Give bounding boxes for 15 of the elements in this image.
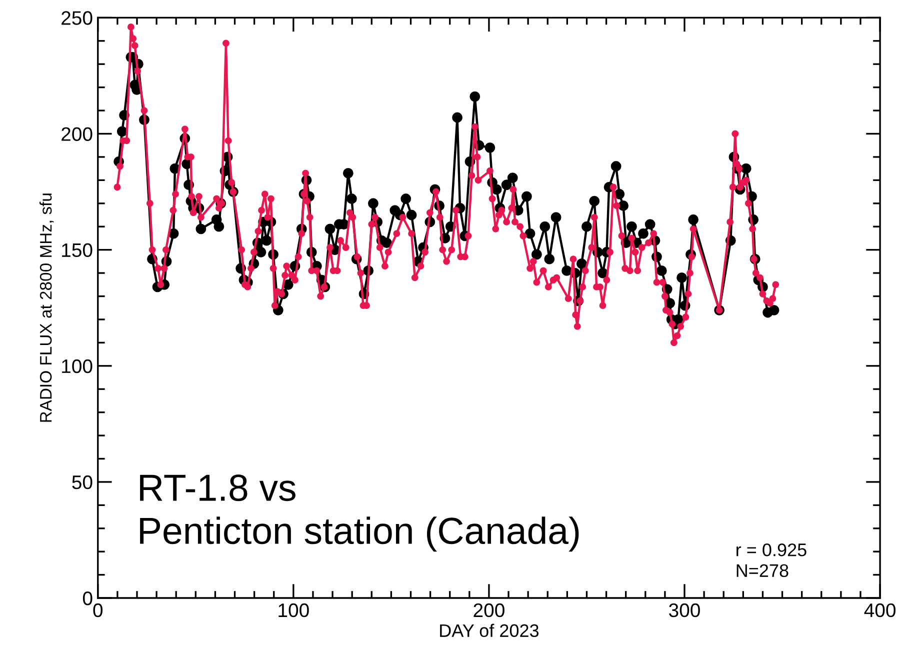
x-tick-label: 200 xyxy=(474,603,504,618)
y-axis-title: RADIO FLUX at 2800 MHz, sfu xyxy=(40,194,54,422)
x-tick-label: 0 xyxy=(93,603,103,618)
y-tick-label: 100 xyxy=(62,359,92,374)
x-tick-label: 300 xyxy=(669,603,700,618)
annotation: RT-1.8 vs Penticton station (Canada) xyxy=(140,474,579,552)
y-tick-label: 200 xyxy=(62,127,92,141)
y-tick-label: 150 xyxy=(62,243,92,258)
y-tick-label: 50 xyxy=(72,475,92,490)
x-tick-label: 100 xyxy=(278,603,309,618)
x-tick-label: 400 xyxy=(864,603,896,618)
y-tick-label: 0 xyxy=(82,591,92,606)
y-tick-label: 250 xyxy=(62,11,92,25)
x-axis-title: DAY of 2023 xyxy=(440,624,539,638)
annotation: r = 0.925 N=278 xyxy=(736,543,806,578)
